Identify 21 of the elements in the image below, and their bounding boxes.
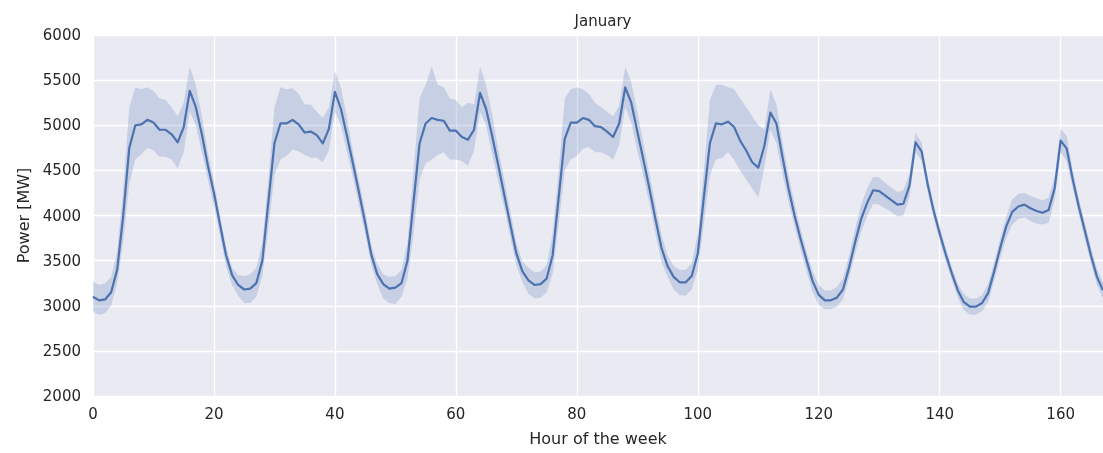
y-tick-label: 5000 bbox=[42, 116, 81, 135]
x-axis-title: Hour of the week bbox=[529, 428, 668, 448]
x-tick-label: 80 bbox=[567, 404, 587, 423]
x-tick-label: 120 bbox=[804, 404, 834, 423]
x-tick-label: 160 bbox=[1046, 404, 1075, 423]
y-tick-label: 4500 bbox=[42, 161, 81, 180]
x-tick-label: 140 bbox=[925, 404, 955, 423]
chart-title: January bbox=[573, 11, 632, 30]
x-tick-label: 100 bbox=[683, 404, 713, 423]
y-tick-label: 3500 bbox=[42, 251, 81, 270]
x-tick-label: 0 bbox=[88, 404, 98, 423]
y-tick-label: 3000 bbox=[42, 296, 81, 315]
y-tick-label: 2500 bbox=[42, 341, 81, 360]
y-tick-label: 5500 bbox=[42, 71, 81, 90]
y-tick-label: 6000 bbox=[42, 26, 81, 44]
x-tick-label: 60 bbox=[446, 404, 466, 423]
x-tick-label: 20 bbox=[204, 404, 224, 423]
y-tick-label: 2000 bbox=[42, 387, 81, 405]
y-axis-title: Power [MW] bbox=[14, 167, 34, 264]
y-tick-label: 4000 bbox=[42, 206, 81, 225]
x-tick-label: 40 bbox=[325, 404, 345, 423]
